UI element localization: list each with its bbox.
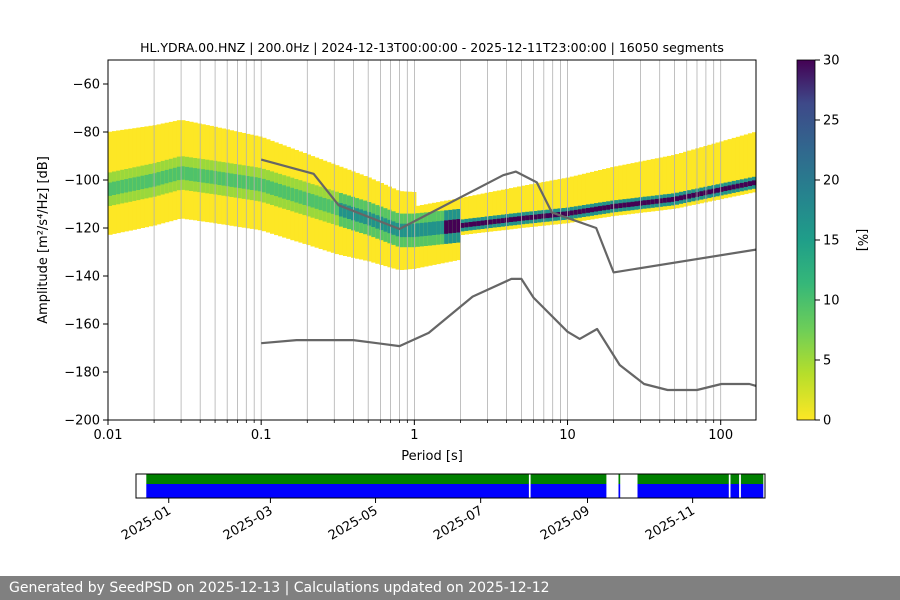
y-tick-label: −120	[64, 222, 100, 237]
colorbar-tick-label: 20	[823, 174, 840, 189]
colorbar: 0 5 10 15 20 25 30 [%]	[796, 54, 869, 429]
timeline-ticks: 2025-01 2025-03 2025-05 2025-07 2025-09 2025-…	[119, 498, 698, 544]
footer-text: Generated by SeedPSD on 2025-12-13 | Cal…	[9, 580, 550, 596]
coverage-top-segment	[618, 474, 621, 484]
coverage-bottom-segment	[530, 484, 607, 498]
timeline-tick-label: 2025-07	[431, 503, 486, 543]
colorbar-tick-label: 30	[823, 54, 840, 69]
coverage-top-segment	[730, 474, 740, 484]
coverage-top-segment	[740, 474, 764, 484]
coverage-bottom-segment	[618, 484, 621, 498]
colorbar-tick-label: 10	[823, 294, 840, 309]
colorbar-ticks: 0 5 10 15 20 25 30	[815, 54, 840, 429]
psd-figure: HL.YDRA.00.HNZ | 200.0Hz | 2024-12-13T00…	[36, 40, 869, 544]
coverage-timeline: 2025-01 2025-03 2025-05 2025-07 2025-09 2025-…	[119, 473, 766, 544]
colorbar-tick-label: 0	[823, 414, 831, 429]
coverage-bottom-segment	[730, 484, 740, 498]
timeline-tick-label: 2025-09	[538, 503, 593, 543]
colorbar-gradient	[796, 59, 816, 421]
y-tick-label: −80	[73, 126, 100, 141]
coverage-bottom-segment	[740, 484, 764, 498]
colorbar-tick-label: 25	[823, 114, 840, 129]
colorbar-tick-label: 5	[823, 354, 831, 369]
coverage-top-segment	[637, 474, 729, 484]
x-axis-ticks: 0.01 0.1 1 10 100	[94, 420, 733, 443]
x-tick-label: 100	[708, 428, 733, 443]
noise-model-lines	[260, 158, 756, 392]
y-tick-label: −100	[64, 174, 100, 189]
timeline-tick-label: 2025-11	[643, 503, 698, 543]
timeline-coverage	[146, 474, 764, 498]
timeline-frame	[135, 473, 766, 499]
x-tick-label: 0.1	[251, 428, 272, 443]
coverage-top-segment	[146, 474, 529, 484]
period-gridlines	[108, 60, 722, 420]
timeline-tick-label: 2025-01	[119, 503, 174, 543]
colorbar-tick-label: 15	[823, 234, 840, 249]
x-tick-label: 0.01	[94, 428, 123, 443]
y-axis-label: Amplitude [m²/s⁴/Hz] [dB]	[36, 156, 51, 324]
timeline-tick-label: 2025-05	[326, 503, 381, 543]
y-tick-label: −60	[73, 78, 100, 93]
coverage-bottom-segment	[637, 484, 729, 498]
plot-area	[108, 60, 756, 420]
y-axis-ticks: −60 −80 −100 −120 −140 −160 −180 −200	[64, 78, 108, 429]
timeline-tick-label: 2025-03	[221, 503, 276, 543]
footer-bar: Generated by SeedPSD on 2025-12-13 | Cal…	[0, 576, 900, 600]
chart-title: HL.YDRA.00.HNZ | 200.0Hz | 2024-12-13T00…	[140, 40, 724, 55]
x-axis-label: Period [s]	[401, 449, 463, 464]
y-tick-label: −200	[64, 414, 100, 429]
x-tick-label: 10	[559, 428, 576, 443]
y-tick-label: −160	[64, 318, 100, 333]
plot-frame	[107, 59, 757, 421]
x-tick-label: 1	[410, 428, 418, 443]
high-noise-model-line	[260, 158, 756, 274]
coverage-top-segment	[530, 474, 607, 484]
coverage-bottom-segment	[146, 484, 529, 498]
low-noise-model-line	[261, 277, 756, 392]
y-tick-label: −180	[64, 366, 100, 381]
colorbar-label: [%]	[854, 229, 869, 252]
y-tick-label: −140	[64, 270, 100, 285]
